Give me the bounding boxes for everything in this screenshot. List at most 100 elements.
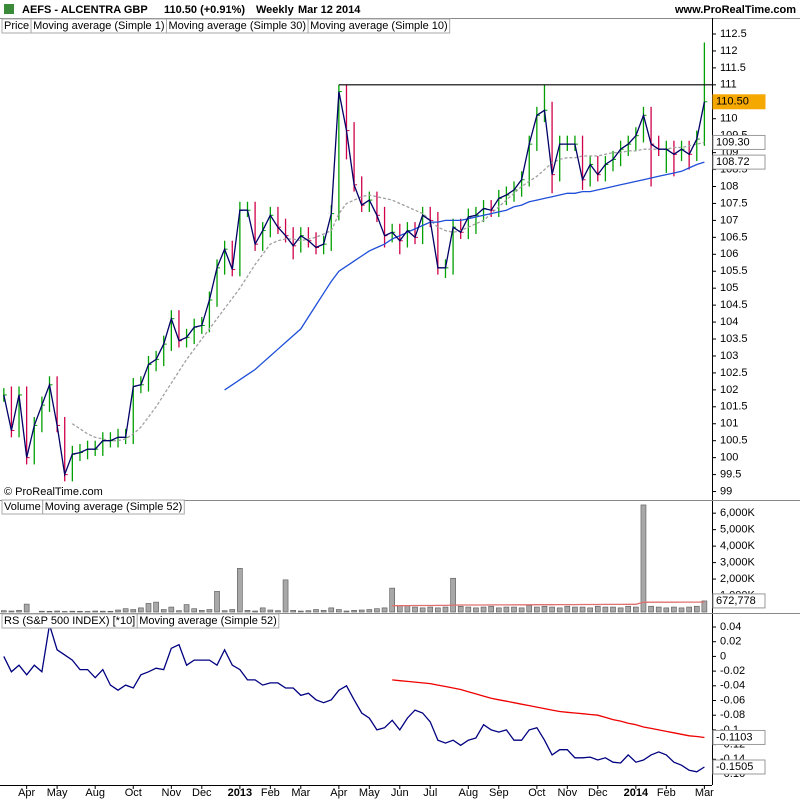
value-box: [712, 593, 766, 609]
volume-bar: [389, 587, 395, 613]
volume-bar: [503, 606, 510, 613]
volume-bar: [229, 609, 236, 613]
y-tick-label: 0: [720, 650, 726, 662]
volume-bar: [579, 606, 586, 613]
volume-bar: [526, 605, 533, 613]
y-tick-label: 101: [720, 418, 738, 430]
value-box-label: 108.72: [716, 156, 750, 168]
volume-bar: [1, 610, 7, 613]
x-tick-label: Apr: [330, 787, 347, 799]
series-line: [71, 141, 705, 442]
volume-bar: [610, 606, 616, 613]
volume-bar: [617, 607, 624, 613]
volume-bar: [671, 606, 677, 613]
volume-bar: [305, 610, 312, 613]
volume-bar: [214, 591, 220, 613]
volume-bar: [176, 610, 182, 613]
y-tick-label: -0.04: [720, 680, 745, 692]
value-box: [712, 729, 766, 745]
volume-bar: [587, 607, 593, 613]
volume-bar: [16, 610, 22, 613]
volume-bar: [138, 607, 144, 613]
volume-bar: [130, 609, 137, 613]
volume-bar: [442, 606, 449, 613]
volume-bar: [602, 606, 609, 613]
volume-bar: [564, 605, 571, 613]
legend-label: Moving average (Simple 10): [310, 20, 448, 32]
y-tick-label: 110: [720, 113, 738, 125]
x-tick-label: Oct: [528, 787, 545, 799]
volume-bar: [290, 610, 296, 613]
x-tick-label: Feb: [657, 787, 676, 799]
series-line: [3, 91, 706, 478]
volume-bar: [518, 607, 525, 613]
x-tick-label: Mar: [695, 787, 714, 799]
volume-bar: [8, 610, 15, 613]
series-line: [392, 601, 705, 607]
volume-bar: [572, 606, 578, 613]
volume-bar: [297, 610, 304, 613]
volume-bar: [77, 611, 83, 613]
y-tick-label: 103.5: [720, 333, 748, 345]
volume-bar: [457, 605, 464, 613]
y-tick-label: -0.02: [720, 665, 745, 677]
value-box-label: 672,778: [716, 595, 756, 607]
volume-bar: [336, 609, 342, 613]
volume-bar: [23, 603, 30, 613]
value-box: [712, 134, 766, 150]
volume-bar: [358, 609, 365, 613]
y-tick-label: 2,000K: [720, 573, 756, 585]
volume-bar: [381, 607, 388, 613]
legend-label: Moving average (Simple 52): [45, 501, 183, 513]
y-tick-label: 3,000K: [720, 556, 756, 568]
volume-bar: [648, 605, 654, 613]
volume-bar: [244, 610, 251, 613]
legend-box: [307, 18, 451, 34]
x-tick-label: Sep: [489, 787, 509, 799]
value-box-label: 110.50: [716, 96, 749, 108]
volume-bar: [549, 606, 555, 613]
series-line: [224, 161, 705, 391]
volume-bar: [686, 606, 692, 613]
series-line: [3, 624, 705, 773]
volume-bar: [663, 607, 670, 613]
volume-bar: [412, 606, 418, 613]
volume-bar: [495, 607, 502, 613]
volume-bar: [427, 606, 434, 613]
y-tick-label: 111: [720, 79, 737, 91]
y-tick-label: 105: [720, 282, 738, 294]
volume-bar: [183, 604, 190, 613]
volume-bar: [275, 610, 281, 613]
x-tick-label: Aug: [85, 787, 105, 799]
volume-bar: [206, 609, 213, 613]
volume-bar: [693, 605, 700, 613]
volume-bar: [69, 610, 76, 613]
x-tick-label: Jun: [391, 787, 409, 799]
x-tick-label: 2014: [624, 787, 649, 799]
volume-bar: [267, 609, 274, 613]
y-tick-label: 104: [720, 316, 738, 328]
volume-bar: [145, 603, 152, 613]
y-tick-label: 102: [720, 384, 738, 396]
y-tick-label: 108: [720, 180, 738, 192]
volume-bar: [122, 608, 129, 613]
x-tick-label: Apr: [18, 787, 35, 799]
volume-bar: [191, 608, 197, 613]
y-tick-label: 112: [720, 45, 738, 57]
volume-bar: [419, 607, 426, 613]
volume-bar: [640, 504, 647, 613]
volume-bar: [160, 609, 167, 613]
x-tick-label: May: [359, 787, 380, 799]
volume-bar: [46, 611, 53, 613]
y-tick-label: 106.5: [720, 231, 748, 243]
x-tick-label: Mar: [291, 787, 310, 799]
volume-bar: [351, 610, 357, 613]
value-box-label: 109.30: [716, 136, 750, 148]
legend-box: [136, 613, 280, 629]
y-tick-label: 99.5: [720, 468, 741, 480]
y-tick-label: 107: [720, 214, 738, 226]
volume-bar: [678, 607, 685, 613]
